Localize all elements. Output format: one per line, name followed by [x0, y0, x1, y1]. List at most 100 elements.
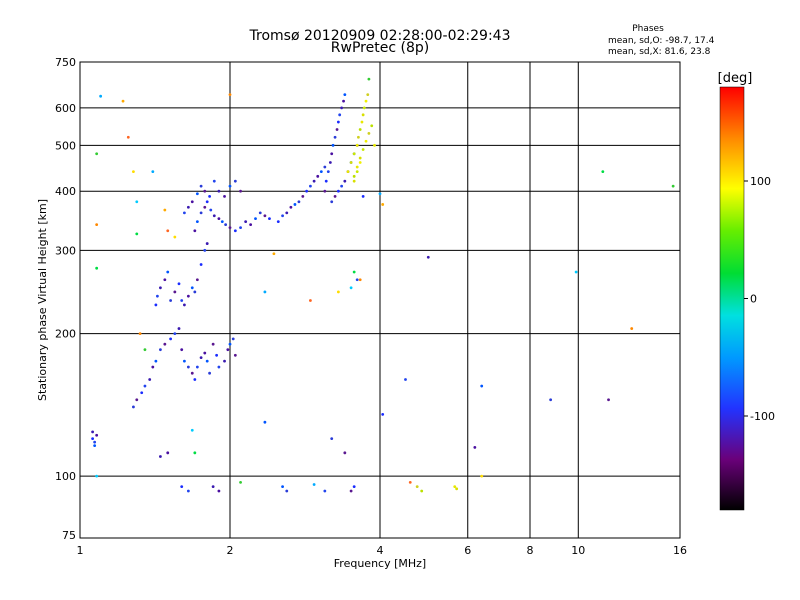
data-point — [355, 278, 359, 282]
data-point — [352, 179, 356, 183]
data-point — [607, 398, 610, 402]
data-point — [231, 337, 235, 341]
data-point — [169, 299, 173, 302]
data-point — [211, 485, 215, 489]
data-point — [328, 161, 332, 164]
data-point — [340, 106, 344, 110]
data-point — [381, 413, 385, 416]
data-point — [151, 170, 155, 174]
data-point — [95, 223, 99, 226]
data-point — [330, 437, 334, 441]
data-point — [193, 290, 197, 294]
data-point — [186, 365, 190, 369]
data-point — [224, 223, 228, 226]
x-tick-label: 1 — [77, 544, 84, 557]
data-point — [126, 135, 130, 139]
data-point — [324, 179, 328, 183]
x-tick-label: 10 — [571, 544, 585, 557]
data-point — [272, 252, 276, 256]
data-point — [293, 203, 297, 206]
data-point — [281, 485, 284, 489]
x-tick-label: 2 — [227, 544, 234, 557]
data-point — [95, 433, 99, 437]
data-point — [186, 294, 190, 298]
data-point — [154, 359, 158, 363]
data-point — [228, 342, 232, 346]
data-point — [233, 179, 237, 183]
x-tick-label: 8 — [527, 544, 534, 557]
data-point — [203, 205, 207, 209]
data-point — [408, 480, 412, 484]
data-point — [195, 192, 199, 196]
data-point — [217, 189, 221, 193]
data-point — [195, 220, 199, 223]
data-point — [364, 99, 368, 103]
data-point — [319, 170, 323, 174]
data-point — [316, 174, 320, 178]
data-point — [177, 282, 181, 286]
data-point — [163, 342, 167, 346]
data-point — [166, 451, 170, 455]
data-point — [190, 200, 194, 204]
data-point — [193, 378, 197, 381]
data-point — [361, 113, 365, 117]
data-point — [209, 208, 213, 212]
data-point — [480, 384, 484, 388]
data-point — [132, 170, 135, 174]
data-point — [182, 359, 186, 363]
data-point — [215, 353, 219, 357]
x-axis-ticks: 1 2 4 6 8 10 16 — [77, 544, 688, 557]
x-tick-label: 4 — [377, 544, 384, 557]
y-tick-label: 100 — [55, 470, 76, 483]
data-point — [180, 348, 184, 352]
data-point — [228, 226, 232, 230]
data-point — [239, 226, 242, 230]
data-point — [186, 205, 190, 209]
y-tick-label: 200 — [55, 328, 76, 341]
data-point — [148, 378, 152, 381]
data-point — [364, 139, 368, 143]
data-point — [99, 94, 103, 98]
data-point — [276, 220, 280, 223]
data-point — [305, 189, 309, 193]
data-point — [263, 290, 267, 294]
data-point — [356, 135, 360, 139]
data-point — [228, 184, 232, 188]
y-tick-label: 400 — [55, 185, 76, 198]
data-point — [258, 211, 262, 215]
data-point — [199, 184, 203, 188]
data-point — [195, 278, 199, 282]
data-point — [190, 286, 194, 290]
data-point — [203, 351, 207, 355]
data-point — [166, 229, 170, 233]
data-point — [95, 266, 99, 270]
data-point — [281, 214, 284, 218]
data-point — [205, 359, 209, 363]
data-point — [233, 229, 237, 233]
data-point — [239, 189, 242, 193]
data-point — [453, 485, 457, 489]
data-point — [358, 278, 362, 282]
data-points — [91, 77, 675, 493]
data-point — [268, 217, 271, 221]
data-point — [159, 286, 162, 290]
data-point — [285, 489, 289, 493]
x-tick-label: 6 — [464, 544, 471, 557]
data-point — [180, 299, 184, 302]
data-point — [309, 184, 312, 188]
data-point — [473, 445, 477, 449]
data-point — [343, 179, 347, 183]
data-point — [340, 184, 344, 188]
data-point — [301, 194, 305, 198]
data-point — [601, 170, 605, 174]
y-tick-label: 750 — [55, 56, 76, 69]
data-point — [630, 327, 634, 330]
data-point — [574, 270, 578, 274]
chart-subtitle: RwPretec (8p) — [331, 40, 429, 56]
data-point — [193, 229, 197, 233]
data-point — [244, 220, 248, 223]
data-point — [212, 214, 216, 218]
data-point — [366, 93, 370, 96]
data-point — [352, 270, 356, 274]
